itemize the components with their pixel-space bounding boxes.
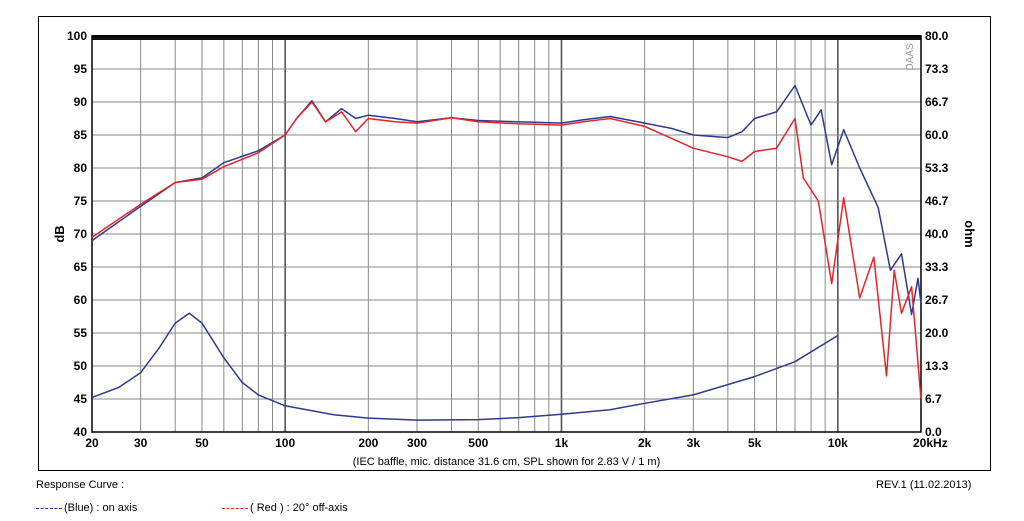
y-tick-label-right: 26.7: [925, 293, 949, 307]
x-tick-label: 50: [195, 436, 209, 450]
y-tick-label-right: 40.0: [925, 227, 949, 241]
x-tick-label: 10k: [828, 436, 848, 450]
legend-blue-swatch: [36, 507, 62, 509]
y-tick-label-left: 55: [74, 326, 88, 340]
x-tick-label: 20: [85, 436, 99, 450]
y-tick-label-right: 73.3: [925, 62, 949, 76]
y-tick-label-right: 0.0: [925, 425, 942, 439]
y-tick-label-right: 6.7: [925, 392, 942, 406]
series-line-2: [91, 312, 839, 421]
watermark: DAAS: [905, 43, 916, 71]
x-tick-label: 5k: [748, 436, 762, 450]
y-axis-label-right: ohm: [962, 220, 977, 247]
y-tick-label-right: 33.3: [925, 260, 949, 274]
y-tick-label-right: 66.7: [925, 95, 949, 109]
y-tick-label-left: 50: [74, 359, 88, 373]
legend-blue-label: (Blue) : on axis: [64, 502, 138, 514]
response-chart: 40 45 50 55 60 65 70 75 80 85 90 95 100 0.0 6.7 13.3 20.…: [52, 29, 977, 468]
footer-title: Response Curve :: [36, 479, 125, 491]
chart-frame: 40 45 50 55 60 65 70 75 80 85 90 95 100 0.0 6.7 13.3 20.…: [38, 16, 991, 471]
y-tick-label-left: 40: [74, 425, 88, 439]
y-tick-label-left: 90: [74, 95, 88, 109]
plot-border: [91, 35, 922, 433]
y-tick-label-left: 75: [74, 194, 88, 208]
x-tick-label: 1k: [555, 436, 569, 450]
y-tick-label-right: 60.0: [925, 128, 949, 142]
x-tick-label: 20kHz: [913, 436, 948, 450]
y-tick-label-left: 60: [74, 293, 88, 307]
x-tick-label: 300: [407, 436, 427, 450]
x-axis-label: (IEC baffle, mic. distance 31.6 cm, SPL …: [353, 456, 661, 468]
y-tick-label-right: 20.0: [925, 326, 949, 340]
y-tick-label-right: 13.3: [925, 359, 949, 373]
top-band: [92, 35, 921, 40]
series-line-1: [91, 101, 922, 400]
y-tick-label-left: 85: [74, 128, 88, 142]
y-axis-label-left: dB: [52, 225, 67, 242]
legend-red-label: ( Red ) : 20° off-axis: [250, 502, 348, 514]
y-tick-label-right: 80.0: [925, 29, 949, 43]
y-tick-label-left: 95: [74, 62, 88, 76]
x-tick-label: 100: [275, 436, 295, 450]
y-tick-label-left: 65: [74, 260, 88, 274]
y-tick-label-right: 46.7: [925, 194, 949, 208]
legend-red: ( Red ) : 20° off-axis: [222, 502, 348, 514]
x-tick-label: 500: [468, 436, 488, 450]
x-tick-label: 2k: [638, 436, 652, 450]
legend-red-swatch: [222, 507, 248, 509]
y-tick-label-left: 100: [67, 29, 87, 43]
y-tick-label-right: 53.3: [925, 161, 949, 175]
x-tick-label: 3k: [687, 436, 701, 450]
legend-blue: (Blue) : on axis: [36, 502, 137, 514]
x-tick-label: 200: [358, 436, 378, 450]
x-tick-label: 30: [134, 436, 148, 450]
y-tick-label-left: 70: [74, 227, 88, 241]
footer-revision: REV.1 (11.02.2013): [876, 479, 972, 491]
y-tick-label-left: 80: [74, 161, 88, 175]
y-tick-label-left: 45: [74, 392, 88, 406]
